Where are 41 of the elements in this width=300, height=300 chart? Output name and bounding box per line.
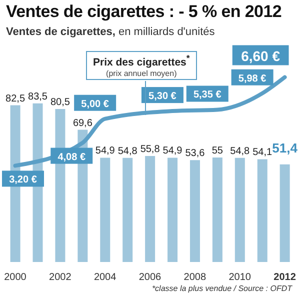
data-label: 54,8 — [230, 146, 250, 157]
annotation: (prix annuel moyen) — [105, 68, 178, 78]
data-label: 80,5 — [50, 97, 70, 108]
data-label: 55,8 — [140, 144, 160, 155]
data-label: 3,20 € — [9, 174, 38, 186]
bar — [100, 158, 110, 262]
data-label: 54,1 — [252, 147, 273, 158]
bar — [234, 158, 245, 262]
x-tick-label: 2012 — [274, 272, 296, 283]
bar — [212, 158, 222, 262]
bar — [257, 159, 268, 262]
x-tick-label: 2010 — [228, 272, 252, 283]
data-label: 5,30 € — [148, 91, 177, 102]
bar — [168, 158, 178, 262]
data-label: 83,5 — [28, 91, 48, 102]
chart-title: Ventes de cigarettes : - 5 % en 2012 — [6, 2, 282, 22]
bar — [280, 164, 290, 262]
x-tick-label: 2000 — [4, 272, 27, 283]
text: Prix des cigarettes$^{*}$ — [93, 53, 190, 68]
data-label: 53,6 — [185, 148, 206, 160]
data-label: 82,5 — [6, 93, 26, 104]
x-tick-label: 2008 — [184, 272, 206, 283]
chart-subtitle: Ventes de cigarettes, en milliards d'unités — [6, 26, 215, 38]
data-label: 55 — [212, 146, 224, 156]
data-label: 54,8 — [118, 146, 138, 157]
bar — [122, 158, 133, 262]
bar — [190, 160, 200, 262]
data-label: 54,9 — [162, 146, 183, 157]
x-tick-label: 2004 — [94, 272, 117, 283]
text: *classe la plus vendue / Source : OFDT — [152, 284, 292, 293]
data-label: 5,35 € — [193, 90, 222, 101]
data-label: 6,60 € — [241, 48, 280, 64]
data-label: 4,08 € — [58, 152, 86, 163]
data-label: 51,4 — [272, 140, 298, 156]
x-tick-label: 2006 — [138, 272, 162, 283]
data-label: 69,6 — [72, 118, 93, 129]
bar — [145, 156, 156, 262]
data-label: 5,98 € — [238, 73, 267, 84]
data-label: 5,00 € — [81, 98, 110, 110]
data-label: 54,9 — [95, 146, 116, 157]
x-tick-label: 2002 — [49, 272, 72, 283]
